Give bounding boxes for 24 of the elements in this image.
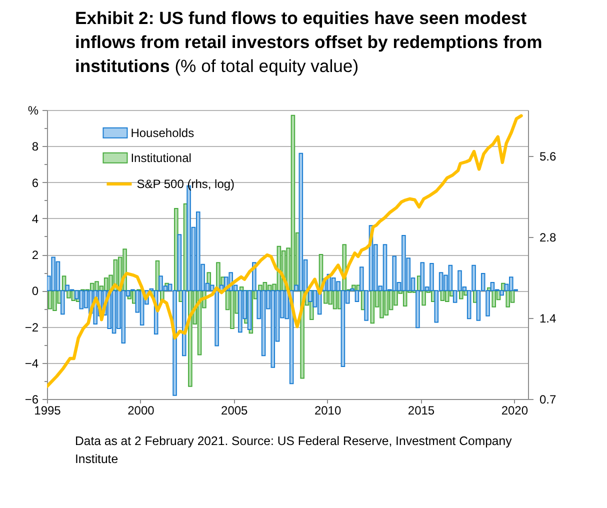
y-tick-label: 2 [32, 248, 39, 262]
legend-label: Institutional [130, 150, 192, 165]
x-tick-label: 2020 [501, 404, 528, 418]
legend-label: S&P 500 (rhs, log) [136, 176, 235, 191]
y2-tick-label: 1.4 [540, 311, 557, 326]
y2-tick-label: 2.8 [540, 230, 557, 244]
y2-tick-label: 0.7 [540, 392, 557, 406]
y-tick-label: −6 [24, 392, 39, 406]
text: Data as at 2 February 2021. Source: US Federal Reserve, Investment Company Institute [75, 433, 513, 468]
x-tick-label: 1995 [34, 404, 62, 418]
y-tick-label: 6 [32, 176, 39, 190]
x-tick-label: 2000 [128, 404, 155, 418]
legend-label: Households [130, 126, 194, 140]
x-tick-label: 2005 [221, 404, 248, 418]
x-tick-label: 2015 [408, 404, 435, 418]
y-tick-label: −4 [24, 356, 39, 370]
x-tick-label: 2010 [314, 404, 342, 418]
y-tick-label: % [28, 104, 39, 118]
y2-tick-label: 5.6 [540, 149, 557, 164]
y-tick-label: 4 [32, 212, 39, 226]
y-tick-label: −2 [24, 320, 39, 334]
y-tick-label: 8 [32, 140, 39, 154]
chart-title: Exhibit 2: US fund flows to equities have seen modest inflows from retail investors offset by redemptions from institutions (% of total equity value) [75, 8, 542, 76]
y-tick-label: 0 [32, 284, 39, 298]
